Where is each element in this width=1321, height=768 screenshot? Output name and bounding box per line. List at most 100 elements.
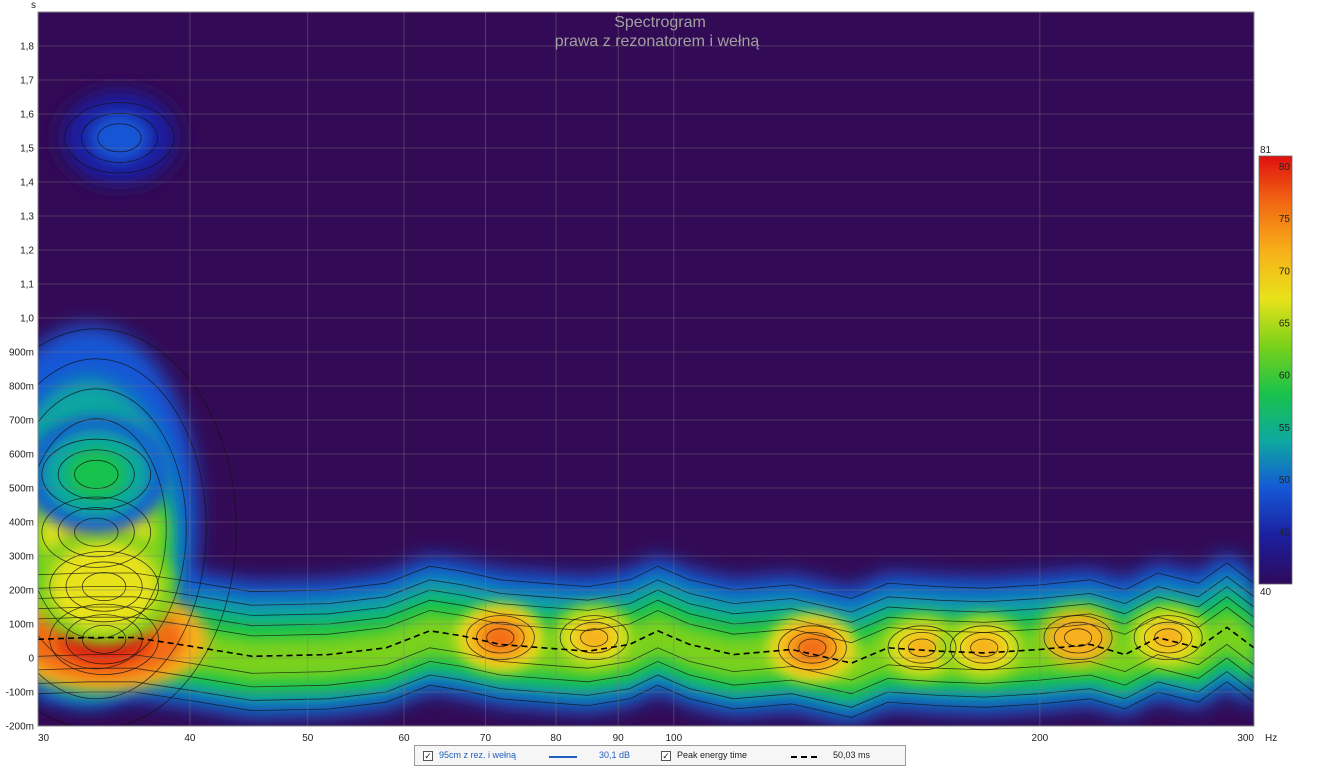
contour-hotspot-0-2 [81, 624, 127, 654]
contour-hotspot-6-1 [788, 631, 837, 664]
y-tick-label-200m: 200m [9, 586, 34, 597]
contour-hotspot-10-2 [1154, 628, 1183, 647]
colorbar-tick-50: 50 [1279, 475, 1291, 486]
contour-hotspot-11-1 [80, 112, 158, 163]
legend-bar: ✓ 95cm z rez. i wełną 30,1 dB ✓ Peak ene… [414, 745, 906, 766]
x-tick-label-40: 40 [184, 733, 196, 744]
contour-hotspot-8-1 [960, 631, 1009, 664]
contour-hotspot-5-2 [580, 628, 609, 647]
contour-hotspot-2-0 [49, 550, 159, 623]
y-tick-label-600m: 600m [9, 450, 34, 461]
colorbar-min-label: 40 [1260, 587, 1272, 598]
contour-hotspot-1-1 [57, 507, 135, 558]
contour-hotspot-10-0 [1133, 615, 1203, 660]
y-tick-label-1,1: 1,1 [20, 280, 34, 291]
colorbar-max-label: 81 [1260, 145, 1272, 156]
contour-hotspot-4-2 [486, 628, 515, 647]
x-unit-label: Hz [1265, 733, 1277, 744]
contour-hotspot-10-1 [1143, 621, 1193, 654]
y-tick-label-500m: 500m [9, 484, 34, 495]
hotspot-core-9 [1059, 623, 1097, 652]
y-tick-label-0: 0 [28, 654, 34, 665]
y-tick-label-1,4: 1,4 [20, 178, 34, 189]
hotspot-core-6 [793, 633, 832, 663]
contour-hotspot-5-0 [559, 615, 629, 660]
contour-lowfreq-0 [38, 328, 237, 726]
contour-hotspot-3-2 [74, 459, 119, 489]
x-tick-label-30: 30 [38, 733, 50, 744]
colorbar-tick-80: 80 [1279, 162, 1291, 173]
y-tick-label-700m: 700m [9, 416, 34, 427]
contour-hotspot-8-2 [970, 638, 999, 658]
contour-hotspot-11-2 [97, 123, 142, 153]
contour-hotspot-2-2 [81, 572, 127, 602]
series-level: 30,1 dB [599, 750, 631, 760]
contour-hotspot-9-2 [1064, 628, 1093, 647]
contour-hotspot-6-2 [798, 638, 827, 658]
colorbar: 80 75 70 65 60 55 50 45 81 40 [1258, 145, 1293, 598]
colorbar-tick-75: 75 [1279, 214, 1291, 225]
y-tick-label-1,7: 1,7 [20, 76, 34, 87]
hotspot-core-10 [1149, 623, 1187, 652]
y-tick-label-400m: 400m [9, 518, 34, 529]
contour-hotspot-6-0 [777, 625, 847, 671]
series-checkbox[interactable]: ✓ [423, 751, 433, 761]
hotspot-core-7 [903, 633, 941, 663]
x-tick-label-300: 300 [1237, 733, 1254, 744]
hotspot-core-8 [965, 633, 1003, 663]
peak-energy-checkbox[interactable]: ✓ [661, 751, 671, 761]
chart-title: Spectrogram [614, 14, 706, 31]
colorbar-tick-65: 65 [1279, 319, 1291, 330]
contour-hotspot-1-0 [41, 496, 152, 568]
contour-hotspot-7-1 [897, 631, 947, 664]
y-tick-label--100m: -100m [6, 688, 34, 699]
y-tick-label-1,8: 1,8 [20, 42, 34, 53]
y-tick-label-1,2: 1,2 [20, 246, 34, 257]
colorbar-tick-45: 45 [1279, 527, 1291, 538]
contour-hotspot-2-1 [65, 561, 143, 612]
x-tick-label-70: 70 [480, 733, 492, 744]
x-tick-label-90: 90 [613, 733, 625, 744]
contour-hotspot-1-2 [74, 517, 119, 547]
y-unit-label: s [31, 0, 36, 11]
contour-hotspot-11-0 [64, 102, 175, 174]
contour-lowfreq-3 [38, 418, 167, 640]
x-tick-label-80: 80 [550, 733, 562, 744]
y-tick-label-1,5: 1,5 [20, 144, 34, 155]
colorbar-tick-60: 60 [1279, 371, 1291, 382]
peak-energy-label: Peak energy time [677, 750, 748, 760]
x-axis: 30 40 50 60 70 80 90 100 200 300 [38, 733, 1254, 744]
peak-energy-value: 50,03 ms [833, 750, 871, 760]
contour-lowfreq-1 [38, 358, 207, 700]
contour-hotspot-3-1 [57, 449, 135, 500]
y-tick-label-1,3: 1,3 [20, 212, 34, 223]
y-tick-label-300m: 300m [9, 552, 34, 563]
series-line-swatch [549, 756, 577, 758]
y-tick-label-800m: 800m [9, 382, 34, 393]
y-tick-label-1,6: 1,6 [20, 110, 34, 121]
peak-dash-swatch [791, 756, 817, 758]
colorbar-tick-70: 70 [1279, 266, 1291, 277]
contour-hotspot-3-0 [41, 438, 152, 510]
contour-hotspot-9-0 [1043, 615, 1113, 660]
y-tick-label-900m: 900m [9, 348, 34, 359]
contour-lowfreq-2 [38, 388, 187, 670]
contour-hotspot-7-2 [908, 638, 937, 658]
x-tick-label-60: 60 [398, 733, 410, 744]
y-tick-label--200m: -200m [6, 722, 34, 733]
colorbar-tick-55: 55 [1279, 423, 1291, 434]
hotspot-core-4 [481, 623, 520, 652]
contour-hotspot-4-1 [476, 621, 525, 654]
y-axis: 1,8 1,7 1,6 1,5 1,4 1,3 1,2 1,1 1,0 900m 800m 700m 6… [6, 42, 35, 733]
x-tick-label-50: 50 [302, 733, 314, 744]
plot-frame [37, 11, 1255, 727]
chart-subtitle: prawa z rezonatorem i wełną [555, 33, 760, 50]
x-tick-label-200: 200 [1032, 733, 1049, 744]
contour-hotspot-8-0 [949, 625, 1019, 671]
y-tick-label-100m: 100m [9, 620, 34, 631]
y-tick-label-1,0: 1,0 [20, 314, 34, 325]
hotspot-core-3 [66, 449, 127, 500]
series-name: 95cm z rez. i wełną [439, 750, 517, 760]
hotspot-core-11 [89, 113, 150, 163]
